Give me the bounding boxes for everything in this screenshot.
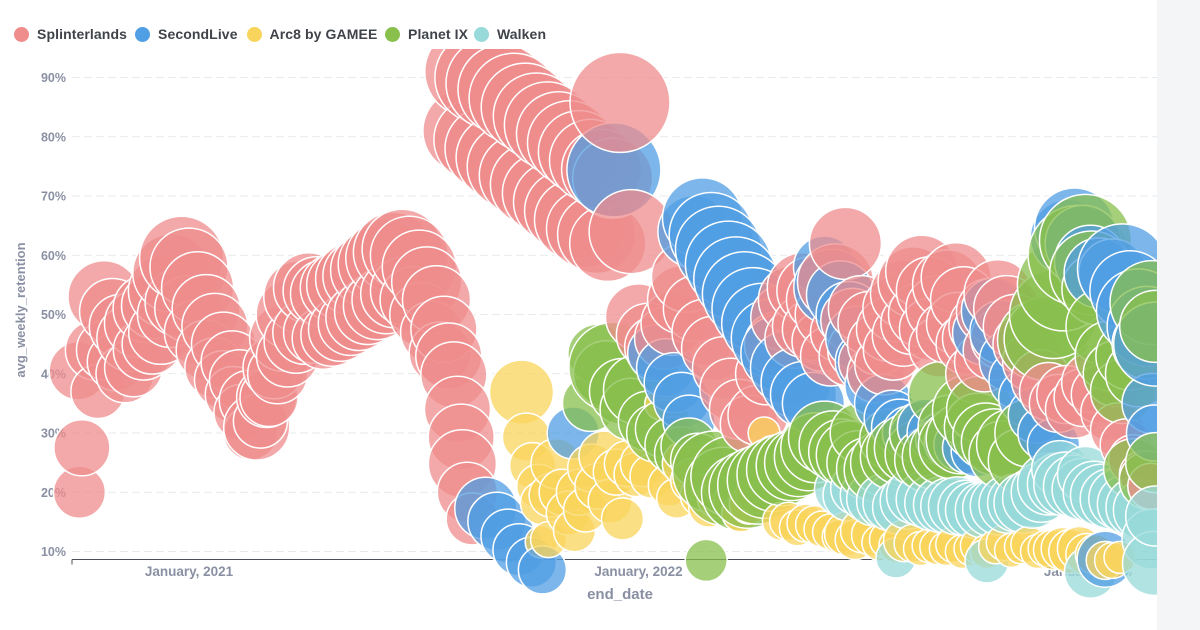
- bubble-splinterlands[interactable]: [53, 419, 111, 477]
- x-tick-label: January, 2021: [145, 564, 234, 579]
- y-tick-label: 60%: [41, 249, 66, 263]
- legend-dot: [246, 26, 262, 42]
- legend-dot: [474, 26, 489, 42]
- x-axis-title: end_date: [587, 586, 653, 603]
- bubbles-layer: [48, 49, 1192, 599]
- legend-item-walken[interactable]: Walken: [474, 26, 546, 42]
- legend-dot: [385, 26, 400, 42]
- legend-label: SecondLive: [158, 26, 238, 42]
- y-tick-label: 70%: [41, 190, 66, 204]
- legend-item-arc8-by-gamee[interactable]: Arc8 by GAMEE: [246, 26, 378, 42]
- y-axis-title: avg_weekly_retention: [13, 242, 28, 377]
- legend-dot: [14, 26, 29, 42]
- legend-item-secondlive[interactable]: SecondLive: [135, 26, 238, 42]
- y-tick-label: 50%: [41, 308, 66, 322]
- bubble-walken[interactable]: [1124, 485, 1186, 547]
- legend-label: Walken: [497, 26, 547, 42]
- bubble-splinterlands[interactable]: [569, 51, 671, 154]
- bubble-splinterlands[interactable]: [808, 206, 883, 281]
- legend-label: Arc8 by GAMEE: [269, 26, 378, 42]
- y-tick-label: 90%: [41, 71, 66, 85]
- legend-item-splinterlands[interactable]: Splinterlands: [14, 26, 127, 42]
- bubble-planet-ix[interactable]: [684, 538, 728, 583]
- legend: Splinterlands SecondLive Arc8 by GAMEE Plan…: [0, 26, 1200, 43]
- bubble-arc8-by-gamee[interactable]: [600, 497, 645, 541]
- y-tick-label: 80%: [41, 130, 66, 144]
- legend-label: Planet IX: [408, 26, 469, 42]
- legend-label: Splinterlands: [37, 26, 127, 42]
- legend-item-planet-ix[interactable]: Planet IX: [385, 26, 468, 42]
- x-tick-label: January, 2022: [594, 564, 682, 579]
- legend-dot: [135, 26, 150, 42]
- y-tick-label: 10%: [41, 545, 66, 559]
- bubble-planet-ix[interactable]: [1118, 289, 1192, 364]
- right-panel-edge: [1157, 0, 1200, 630]
